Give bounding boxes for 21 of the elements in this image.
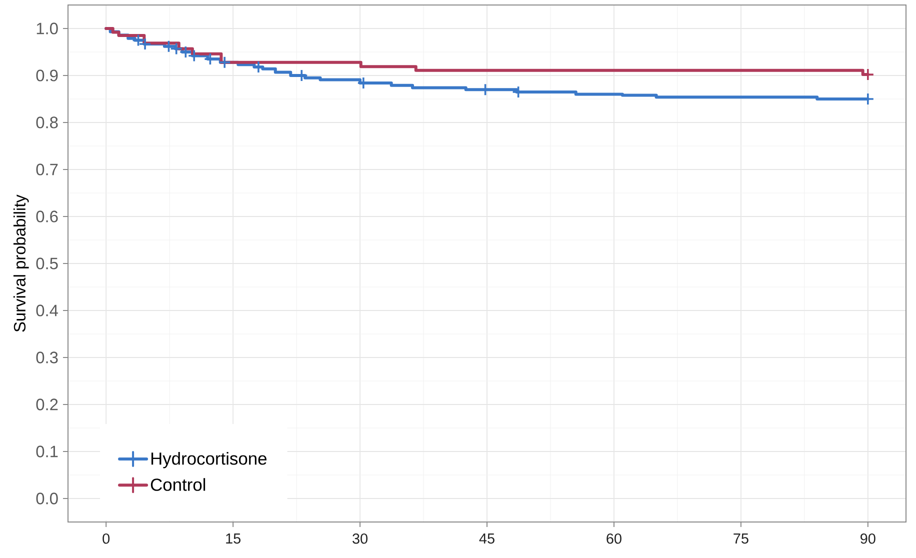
x-tick-label: 45 [479, 534, 494, 544]
x-tick-label: 75 [734, 534, 748, 544]
y-tick-label: 0.4 [36, 304, 58, 316]
y-tick-label: 1.0 [36, 22, 58, 34]
y-tick-label: 0.8 [36, 116, 58, 128]
legend-label: Hydrocortisone [151, 452, 266, 468]
x-tick-label: 30 [352, 534, 368, 544]
y-tick-label: 0.2 [36, 398, 58, 410]
y-tick-label: 0.9 [36, 70, 58, 82]
y-tick-label: 0.1 [36, 446, 58, 458]
legend-label: Control [150, 478, 206, 491]
x-tick-label: 60 [606, 534, 622, 544]
y-tick-label: 0.5 [36, 258, 58, 270]
y-tick-label: 0.6 [36, 210, 58, 222]
y-tick-label: 0.3 [36, 352, 58, 364]
x-tick-label: 15 [226, 534, 240, 544]
x-tick-label: 90 [860, 534, 876, 544]
y-tick-label: 0.0 [36, 492, 58, 504]
x-tick-label: 0 [102, 534, 110, 544]
y-axis-title: Survival probability [13, 194, 29, 332]
y-tick-label: 0.7 [36, 164, 58, 176]
